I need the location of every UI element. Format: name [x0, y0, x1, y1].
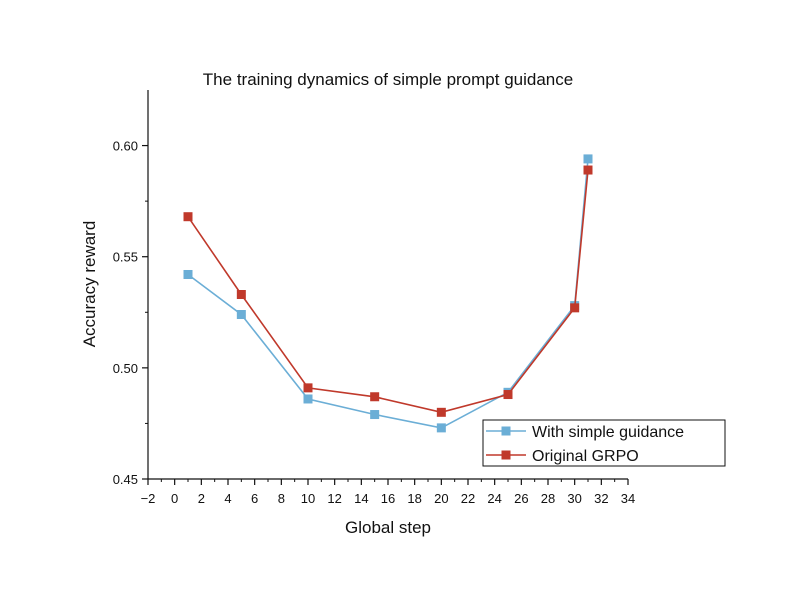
x-tick-label: 6: [251, 491, 258, 506]
data-point-with-simple-guidance: [303, 394, 313, 404]
series-line-with-simple-guidance: [187, 158, 589, 429]
data-point-with-simple-guidance: [436, 423, 446, 433]
x-tick-label: 12: [327, 491, 341, 506]
y-tick-label: 0.55: [113, 250, 138, 265]
x-tick-label: 14: [354, 491, 368, 506]
data-point-original-grpo: [583, 165, 593, 175]
x-tick-label: 34: [621, 491, 635, 506]
data-point-original-grpo: [570, 303, 580, 313]
series-line-original-grpo: [187, 169, 589, 414]
x-tick-label: 22: [461, 491, 475, 506]
data-point-original-grpo: [503, 390, 513, 400]
y-tick-label: 0.45: [113, 472, 138, 487]
x-tick-label: 24: [487, 491, 501, 506]
x-tick-label: 20: [434, 491, 448, 506]
legend-label-with-simple-guidance: With simple guidance: [532, 424, 684, 441]
x-tick-label: 16: [381, 491, 395, 506]
x-tick-label: 8: [278, 491, 285, 506]
series-layer: [183, 154, 593, 433]
x-tick-label: 2: [198, 491, 205, 506]
x-tick-label: 10: [301, 491, 315, 506]
x-tick-label: −2: [141, 491, 156, 506]
legend-label-original-grpo: Original GRPO: [532, 448, 639, 465]
legend: With simple guidance Original GRPO: [482, 419, 726, 467]
legend-marker-with-simple-guidance: [501, 426, 511, 436]
x-tick-label: 18: [407, 491, 421, 506]
legend-box: [482, 419, 726, 467]
data-point-original-grpo: [236, 290, 246, 300]
x-tick-label: 26: [514, 491, 528, 506]
x-tick-label: 28: [541, 491, 555, 506]
data-point-with-simple-guidance: [370, 410, 380, 420]
legend-marker-original-grpo: [501, 450, 511, 460]
y-tick-label: 0.60: [113, 139, 138, 154]
data-point-original-grpo: [370, 392, 380, 402]
chart-title: The training dynamics of simple prompt g…: [203, 70, 573, 89]
data-point-with-simple-guidance: [236, 310, 246, 320]
data-point-original-grpo: [436, 407, 446, 417]
y-axis-label: Accuracy reward: [80, 221, 99, 348]
x-tick-label: 30: [567, 491, 581, 506]
data-point-original-grpo: [183, 212, 193, 222]
x-axis-label: Global step: [345, 518, 431, 537]
x-ticks: −2 0 2 4 6 8 10 12 14 16 18 20 22 24 26 28 30 32 34: [141, 479, 635, 506]
x-tick-label: 0: [171, 491, 178, 506]
data-point-original-grpo: [303, 383, 313, 393]
x-tick-label: 32: [594, 491, 608, 506]
data-point-with-simple-guidance: [583, 154, 593, 164]
y-ticks: 0.45 0.50 0.55 0.60: [113, 139, 148, 487]
data-point-with-simple-guidance: [183, 269, 193, 279]
y-tick-label: 0.50: [113, 361, 138, 376]
x-tick-label: 4: [224, 491, 231, 506]
